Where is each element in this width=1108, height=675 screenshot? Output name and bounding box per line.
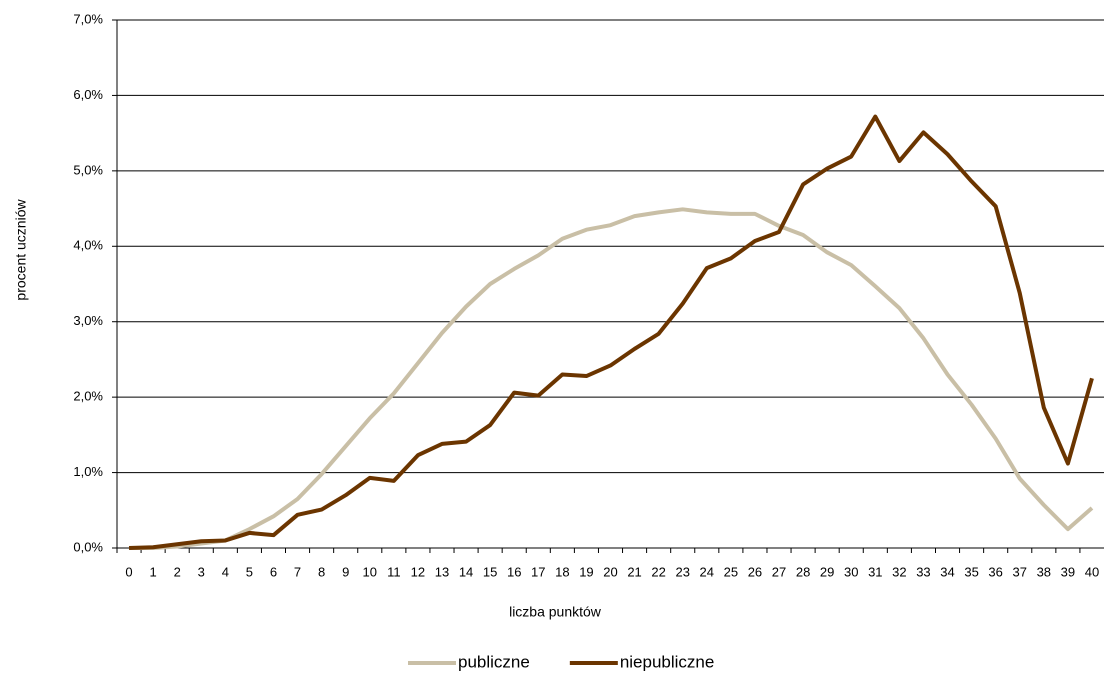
x-tick-label: 38 — [1037, 564, 1051, 579]
x-tick-label: 22 — [651, 564, 665, 579]
x-tick-label: 27 — [772, 564, 786, 579]
y-tick-label: 1,0% — [73, 464, 103, 479]
x-tick-label: 40 — [1085, 564, 1099, 579]
x-tick-label: 1 — [149, 564, 156, 579]
x-tick-label: 10 — [363, 564, 377, 579]
y-tick-label: 3,0% — [73, 313, 103, 328]
x-tick-label: 24 — [700, 564, 714, 579]
x-tick-label: 20 — [603, 564, 617, 579]
x-tick-label: 14 — [459, 564, 473, 579]
y-tick-label: 0,0% — [73, 539, 103, 554]
x-tick-label: 3 — [198, 564, 205, 579]
legend-label: publiczne — [458, 652, 530, 671]
x-tick-label: 34 — [940, 564, 954, 579]
x-tick-label: 7 — [294, 564, 301, 579]
y-tick-label: 5,0% — [73, 162, 103, 177]
x-tick-label: 30 — [844, 564, 858, 579]
x-tick-label: 0 — [125, 564, 132, 579]
x-tick-label: 39 — [1061, 564, 1075, 579]
x-tick-label: 5 — [246, 564, 253, 579]
x-tick-label: 32 — [892, 564, 906, 579]
legend-label: niepubliczne — [620, 652, 715, 671]
x-tick-label: 8 — [318, 564, 325, 579]
x-tick-label: 13 — [435, 564, 449, 579]
x-tick-label: 25 — [724, 564, 738, 579]
x-tick-label: 31 — [868, 564, 882, 579]
series-line — [128, 114, 1094, 550]
x-tick-label: 11 — [387, 564, 401, 579]
x-tick-label: 35 — [964, 564, 978, 579]
x-tick-label: 16 — [507, 564, 521, 579]
x-tick-label: 28 — [796, 564, 810, 579]
x-tick-label: 9 — [342, 564, 349, 579]
x-tick-label: 6 — [270, 564, 277, 579]
x-tick-label: 19 — [579, 564, 593, 579]
x-tick-label: 15 — [483, 564, 497, 579]
y-tick-label: 6,0% — [73, 87, 103, 102]
x-tick-label: 12 — [411, 564, 425, 579]
x-tick-label: 29 — [820, 564, 834, 579]
x-axis-title: liczba punktów — [509, 604, 602, 620]
y-tick-label: 7,0% — [73, 11, 103, 26]
x-tick-label: 17 — [531, 564, 545, 579]
x-tick-label: 36 — [988, 564, 1002, 579]
y-tick-label: 2,0% — [73, 389, 103, 404]
x-tick-label: 37 — [1013, 564, 1027, 579]
x-tick-label: 4 — [222, 564, 229, 579]
x-tick-label: 33 — [916, 564, 930, 579]
x-tick-label: 2 — [174, 564, 181, 579]
x-tick-label: 21 — [627, 564, 641, 579]
x-tick-label: 23 — [675, 564, 689, 579]
x-tick-label: 18 — [555, 564, 569, 579]
series-line — [129, 207, 1094, 550]
x-tick-label: 26 — [748, 564, 762, 579]
y-axis-title: procent uczniów — [13, 199, 29, 301]
y-tick-label: 4,0% — [73, 238, 103, 253]
